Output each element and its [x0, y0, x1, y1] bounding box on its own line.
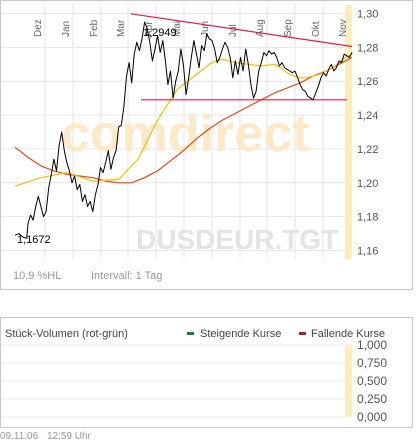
trendline-resistance	[130, 13, 353, 48]
x-tick-label: Nov	[338, 19, 349, 37]
footer-date: 09.11.06	[0, 431, 39, 442]
interval-label: Intervall: 1 Tag	[91, 270, 163, 282]
legend-down-swatch	[299, 332, 306, 335]
low-annotation: 1,1672	[17, 234, 51, 246]
price-chart: comdirect DUSDEUR.TGT Dez Jan Feb Mar Apr Mai…	[1, 5, 378, 259]
watermark-symbol: DUSDEUR.TGT	[136, 224, 338, 255]
y-tick-label: 1,16	[357, 246, 378, 258]
volume-y-tick-label: 0,250	[357, 392, 387, 406]
legend-up-swatch	[187, 332, 194, 335]
volume-right-edge-highlight	[345, 345, 352, 417]
y-tick-label: 1,20	[357, 178, 378, 190]
series-layer	[14, 13, 353, 239]
x-tick-label: Jan	[61, 21, 72, 37]
series-price	[14, 21, 353, 239]
volume-panel: Stück-Volumen (rot-grün) Steigende Kurse…	[0, 317, 413, 428]
volume-y-tick-label: 0,750	[357, 356, 387, 370]
y-tick-label: 1,22	[357, 144, 378, 156]
hl-range-label: 10,9 %HL	[13, 270, 62, 282]
legend-up-label: Steigende Kurse	[200, 328, 281, 340]
volume-chart: Stück-Volumen (rot-grün) Steigende Kurse…	[1, 328, 387, 424]
volume-y-tick-label: 0,500	[357, 374, 387, 388]
x-tick-label: Jun	[200, 21, 211, 37]
x-tick-label: Mai	[172, 21, 183, 37]
y-tick-label: 1,30	[357, 8, 378, 20]
right-edge-highlight	[345, 5, 352, 259]
x-axis-labels: Dez Jan Feb Mar Apr Mai Jun Jul Aug Sep Okt Nov	[33, 19, 349, 37]
x-tick-label: Jul	[228, 24, 239, 37]
volume-title: Stück-Volumen (rot-grün)	[5, 328, 128, 340]
x-tick-label: Aug	[255, 19, 266, 37]
y-tick-label: 1,28	[357, 42, 378, 54]
watermark-brand: comdirect	[61, 105, 310, 163]
price-chart-panel: comdirect DUSDEUR.TGT Dez Jan Feb Mar Apr Mai…	[0, 0, 413, 290]
y-tick-label: 1,18	[357, 212, 378, 224]
x-tick-label: Sep	[283, 19, 294, 37]
footer-timestamp: 09.11.06 12:59 Uhr	[0, 431, 91, 442]
volume-y-tick-label: 1,000	[357, 338, 387, 352]
y-tick-label: 1,24	[357, 110, 378, 122]
x-tick-label: Dez	[33, 19, 44, 37]
y-axis-labels: 1,30 1,28 1,26 1,24 1,22 1,20 1,18 1,16	[357, 8, 378, 257]
x-tick-label: Feb	[89, 19, 100, 37]
series-ma-short	[14, 53, 353, 187]
series-ma-long	[14, 56, 353, 184]
volume-y-axis-labels: 1,000 0,750 0,500 0,250 0,000	[357, 338, 387, 424]
high-annotation: 1,2949	[143, 27, 177, 39]
volume-gridlines	[1, 344, 352, 418]
x-tick-label: Apr	[144, 21, 155, 37]
y-tick-label: 1,26	[357, 76, 378, 88]
horizontal-gridlines	[1, 12, 352, 252]
x-tick-label: Mar	[116, 19, 127, 37]
x-tick-label: Okt	[311, 21, 322, 37]
volume-y-tick-label: 0,000	[357, 410, 387, 424]
footer-time: 12:59 Uhr	[46, 431, 91, 442]
legend-down-label: Fallende Kurse	[311, 328, 385, 340]
